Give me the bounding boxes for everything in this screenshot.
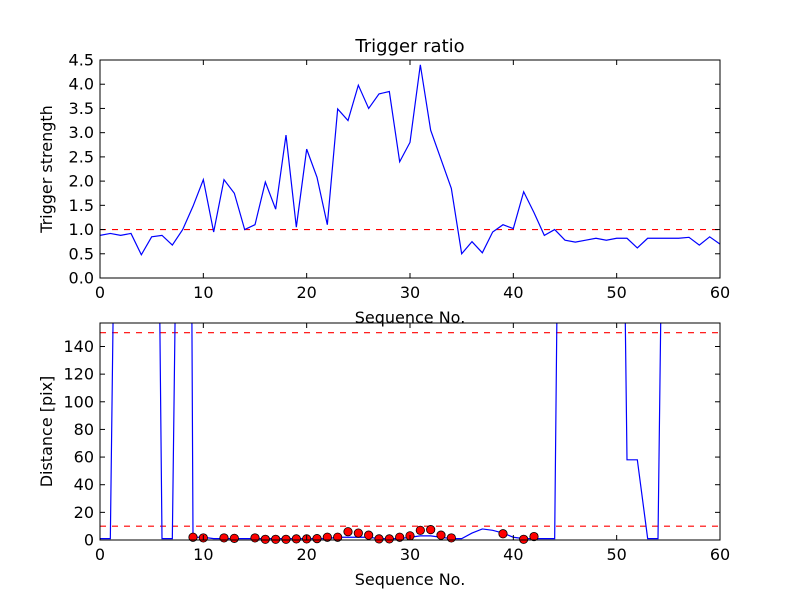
top-x-tick-label-3: 30 bbox=[400, 283, 420, 302]
top-y-tick-label-4: 2.0 bbox=[69, 172, 94, 191]
top-y-tick-label-0: 0.0 bbox=[69, 269, 94, 288]
bottom-marker-point-16 bbox=[374, 534, 384, 544]
top-x-tick-label-6: 60 bbox=[710, 283, 730, 302]
bottom-y-tick-label-6: 120 bbox=[63, 365, 94, 384]
bottom-y-tick-label-3: 60 bbox=[74, 448, 94, 467]
bottom-marker-point-13 bbox=[343, 527, 353, 537]
top-y-tick-label-7: 3.5 bbox=[69, 99, 94, 118]
bottom-marker-point-3 bbox=[229, 533, 239, 543]
top-y-axis-label: Trigger strength bbox=[37, 105, 56, 234]
bottom-marker-point-10 bbox=[312, 534, 322, 544]
top-x-tick-label-5: 50 bbox=[606, 283, 626, 302]
top-series-line-0 bbox=[100, 64, 720, 257]
bottom-y-tick-label-2: 40 bbox=[74, 475, 94, 494]
top-y-tick-label-6: 3.0 bbox=[69, 123, 94, 142]
top-y-tick-label-2: 1.0 bbox=[69, 220, 94, 239]
bottom-marker-point-23 bbox=[446, 533, 456, 543]
top-x-tick-label-1: 10 bbox=[193, 283, 213, 302]
bottom-x-tick-label-2: 20 bbox=[296, 545, 316, 564]
bottom-y-tick-label-5: 100 bbox=[63, 392, 94, 411]
top-y-tick-label-1: 0.5 bbox=[69, 244, 94, 263]
bottom-marker-point-4 bbox=[250, 533, 260, 543]
bottom-x-tick-label-1: 10 bbox=[193, 545, 213, 564]
bottom-marker-point-21 bbox=[426, 525, 436, 535]
top-x-axis-label: Sequence No. bbox=[355, 308, 466, 327]
bottom-marker-point-25 bbox=[519, 534, 529, 544]
bottom-y-tick-label-4: 80 bbox=[74, 420, 94, 439]
bottom-marker-point-22 bbox=[436, 530, 446, 540]
bottom-marker-point-18 bbox=[395, 532, 405, 542]
bottom-marker-point-0 bbox=[188, 532, 198, 542]
bottom-series-line-0 bbox=[100, 323, 662, 540]
bottom-marker-point-24 bbox=[498, 529, 508, 539]
bottom-x-tick-label-3: 30 bbox=[400, 545, 420, 564]
bottom-marker-point-2 bbox=[219, 533, 229, 543]
bottom-x-tick-label-5: 50 bbox=[606, 545, 626, 564]
top-y-tick-label-8: 4.0 bbox=[69, 75, 94, 94]
bottom-marker-point-17 bbox=[384, 534, 394, 544]
top-chart-title: Trigger ratio bbox=[354, 36, 464, 57]
bottom-marker-point-7 bbox=[281, 534, 291, 544]
top-y-tick-label-3: 1.5 bbox=[69, 196, 94, 215]
top-y-tick-label-9: 4.5 bbox=[69, 51, 94, 70]
bottom-marker-point-11 bbox=[322, 532, 332, 542]
top-plot-frame bbox=[99, 59, 721, 279]
bottom-marker-point-5 bbox=[260, 534, 270, 544]
bottom-marker-point-14 bbox=[353, 528, 363, 538]
bottom-marker-point-6 bbox=[271, 534, 281, 544]
bottom-marker-point-12 bbox=[333, 532, 343, 542]
bottom-marker-point-8 bbox=[291, 534, 301, 544]
bottom-x-tick-label-6: 60 bbox=[710, 545, 730, 564]
bottom-marker-point-15 bbox=[364, 530, 374, 540]
bottom-marker-point-20 bbox=[415, 525, 425, 535]
bottom-y-tick-label-7: 140 bbox=[63, 337, 94, 356]
bottom-y-tick-label-1: 20 bbox=[74, 503, 94, 522]
top-x-tick-label-4: 40 bbox=[503, 283, 523, 302]
bottom-x-tick-label-4: 40 bbox=[503, 545, 523, 564]
bottom-x-axis-label: Sequence No. bbox=[355, 570, 466, 589]
bottom-y-axis-label: Distance [pix] bbox=[37, 376, 56, 488]
top-x-tick-label-0: 0 bbox=[95, 283, 105, 302]
bottom-y-tick-label-0: 0 bbox=[84, 531, 94, 550]
top-y-tick-label-5: 2.5 bbox=[69, 147, 94, 166]
bottom-x-tick-label-0: 0 bbox=[95, 545, 105, 564]
top-x-tick-label-2: 20 bbox=[296, 283, 316, 302]
bottom-marker-point-26 bbox=[529, 531, 539, 542]
